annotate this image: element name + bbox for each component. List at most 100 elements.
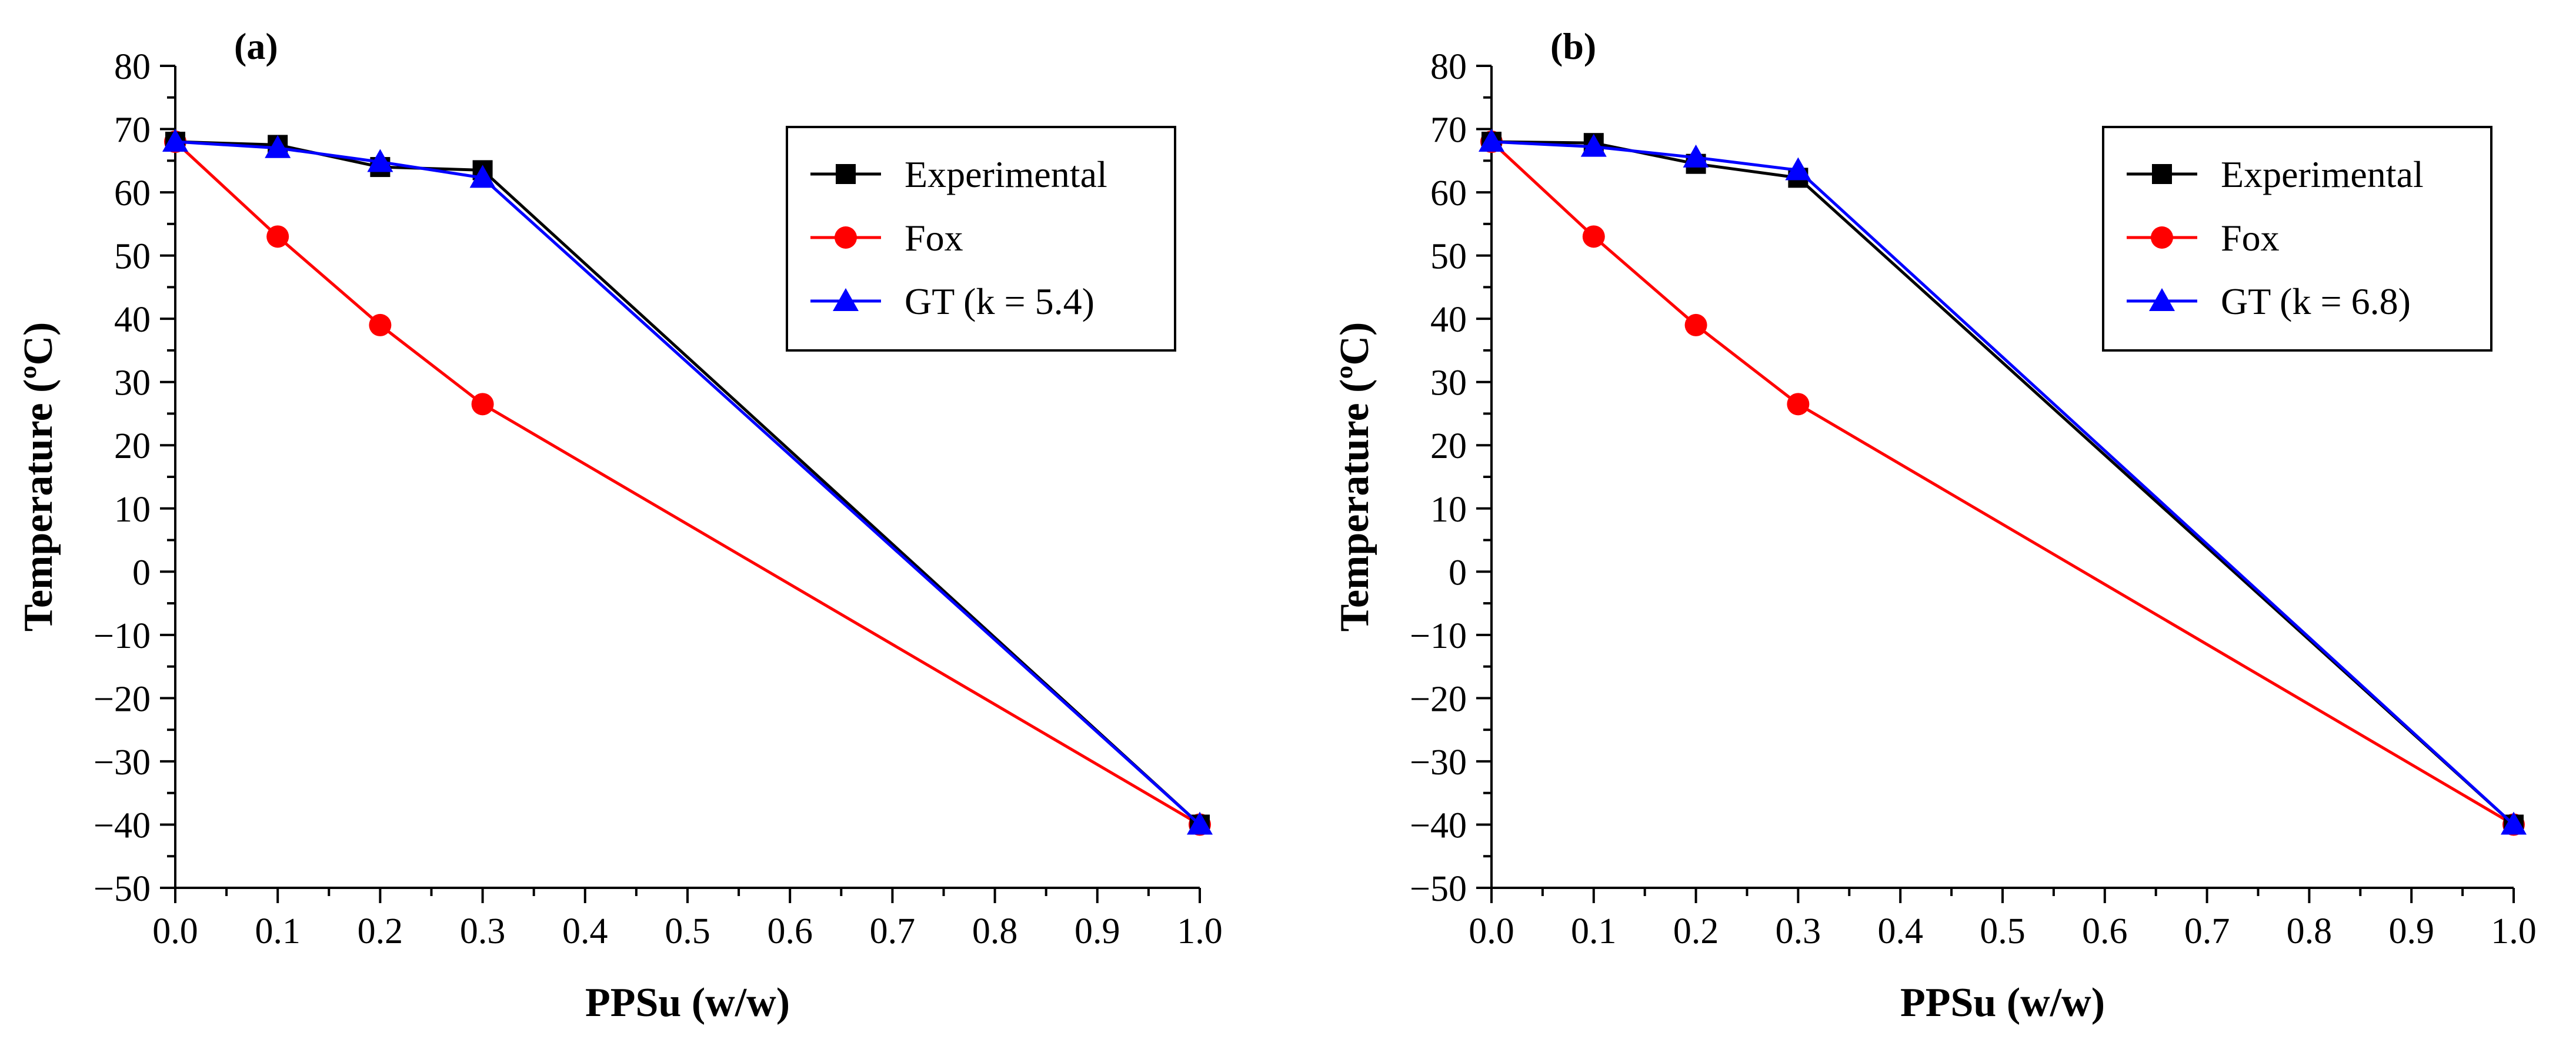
legend-label: Experimental [905,153,1107,195]
y-ticks: 80 70 60 50 40 30 20 10 0 −10 −20 −30 −40 −50 [94,47,175,909]
x-tick-label: 0.6 [767,911,813,951]
x-tick-label: 0.1 [1571,911,1617,951]
legend-marker [835,226,857,249]
data-point [1582,225,1605,248]
x-ticks: 0.0 0.1 0.2 0.3 0.4 0.5 0.6 0.7 0.8 0.9 1.0 [152,888,1223,951]
legend-entry: GT (k = 6.8) [2127,280,2411,322]
data-point [162,129,188,152]
x-tick-label: 0.6 [2082,911,2128,951]
data-point [266,225,289,248]
y-tick-label: 20 [1430,426,1467,466]
legend-marker [2152,164,2172,184]
legend-entry: GT (k = 5.4) [810,280,1095,322]
x-tick-label: 0.9 [1075,911,1120,951]
y-tick-label: 70 [1430,111,1467,151]
x-tick-label: 0.7 [2184,911,2230,951]
y-ticks: 80 70 60 50 40 30 20 10 0 −10 −20 −30 −40 −50 [1410,47,1491,909]
legend-label: Fox [905,217,963,259]
legend-marker [2151,226,2173,249]
y-tick-label: 40 [114,300,151,340]
y-tick-label: −30 [94,743,151,783]
y-tick-label: −30 [1410,743,1467,783]
y-tick-label: 40 [1430,300,1467,340]
x-tick-label: 0.3 [460,911,506,951]
x-tick-label: 1.0 [1177,911,1223,951]
data-point [2501,811,2527,835]
y-tick-label: 20 [114,426,151,466]
legend-label: Experimental [2221,153,2424,195]
y-tick-label: −20 [94,679,151,719]
y-tick-label: −40 [1410,806,1467,846]
data-point [1684,313,1707,336]
y-tick-label: 60 [114,173,151,213]
y-tick-label: −40 [94,806,151,846]
y-tick-label: 30 [1430,363,1467,403]
legend-entry: Experimental [810,153,1107,195]
legend-entry: Fox [810,217,963,259]
x-tick-label: 0.7 [870,911,916,951]
legend-marker [2149,288,2175,311]
legend-label: GT (k = 5.4) [905,280,1095,322]
data-point [1787,393,1810,416]
y-tick-label: −10 [94,616,151,656]
y-tick-label: 10 [1430,490,1467,530]
x-tick-label: 0.3 [1776,911,1821,951]
y-tick-label: 50 [114,237,151,277]
y-tick-label: −50 [94,869,151,909]
data-point [1785,157,1811,181]
y-axis-title: Temperature (ºC) [1332,322,1377,632]
x-ticks: 0.0 0.1 0.2 0.3 0.4 0.5 0.6 0.7 0.8 0.9 1.0 [1469,888,2537,951]
data-point [367,149,393,172]
data-point [471,393,494,416]
x-tick-label: 0.5 [1980,911,2026,951]
x-tick-label: 0.4 [1877,911,1923,951]
x-tick-label: 0.8 [2287,911,2333,951]
y-tick-label: 80 [1430,47,1467,87]
legend-entry: Fox [2127,217,2280,259]
y-tick-label: 30 [114,363,151,403]
y-axis-title: Temperature (ºC) [16,322,61,632]
data-point [1683,144,1709,168]
x-tick-label: 0.2 [1673,911,1719,951]
panel-label: (a) [234,25,278,67]
y-tick-label: 70 [114,111,151,151]
x-tick-label: 1.0 [2491,911,2537,951]
x-tick-label: 0.1 [255,911,301,951]
y-tick-label: 10 [114,490,151,530]
y-tick-label: 50 [1430,237,1467,277]
x-tick-label: 0.8 [972,911,1018,951]
y-tick-label: 0 [132,553,151,593]
y-tick-label: 60 [1430,173,1467,213]
series-gt-k-6-8 [1479,129,2527,835]
series-gt-k-5-4 [162,129,1213,835]
legend-label: Fox [2221,217,2280,259]
x-axis-title: PPSu (w/w) [585,980,790,1025]
x-tick-label: 0.5 [665,911,710,951]
data-point [369,313,392,336]
data-point [1580,133,1607,157]
legend: Experimental Fox GT (k = 6.8) [2102,126,2492,352]
chart-panel-a: 80 70 60 50 40 30 20 10 0 −10 −20 −30 −40 −500.0 0.1 0.… [16,25,1223,1025]
legend: Experimental Fox GT (k = 5.4) [786,126,1176,352]
y-tick-label: −10 [1410,616,1467,656]
data-point [265,135,291,158]
x-tick-label: 0.4 [562,911,608,951]
x-tick-label: 0.0 [152,911,198,951]
x-axis-title: PPSu (w/w) [1900,980,2105,1025]
data-point [469,165,496,188]
x-tick-label: 0.0 [1469,911,1514,951]
legend-marker [833,288,859,311]
y-tick-label: 80 [114,47,151,87]
data-point [1479,129,1504,152]
legend-entry: Experimental [2127,153,2424,195]
y-tick-label: −20 [1410,679,1467,719]
y-tick-label: 0 [1449,553,1467,593]
legend-label: GT (k = 6.8) [2221,280,2411,322]
legend-marker [836,164,856,184]
panel-label: (b) [1550,25,1596,67]
y-tick-label: −50 [1410,869,1467,909]
x-tick-label: 0.9 [2388,911,2434,951]
data-point [1187,811,1213,835]
